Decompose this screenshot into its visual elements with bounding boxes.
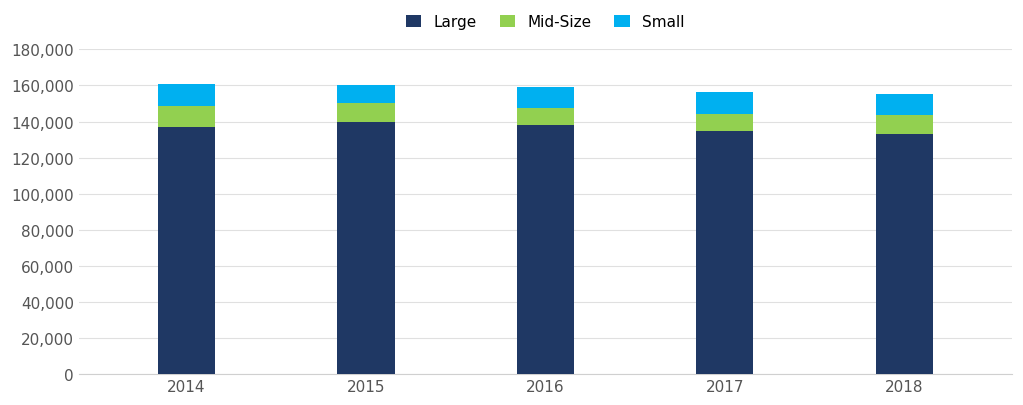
Bar [158,107,215,128]
Bar [696,92,754,115]
Bar [696,132,754,374]
Bar [696,115,754,132]
Bar [517,88,574,109]
Bar [338,86,395,104]
Bar [338,104,395,122]
Bar [158,128,215,374]
Bar [517,126,574,374]
Bar [876,95,933,116]
Legend: Large, Mid-Size, Small: Large, Mid-Size, Small [400,9,691,36]
Bar [158,84,215,107]
Bar [876,135,933,374]
Bar [338,122,395,374]
Bar [876,116,933,135]
Bar [517,109,574,126]
